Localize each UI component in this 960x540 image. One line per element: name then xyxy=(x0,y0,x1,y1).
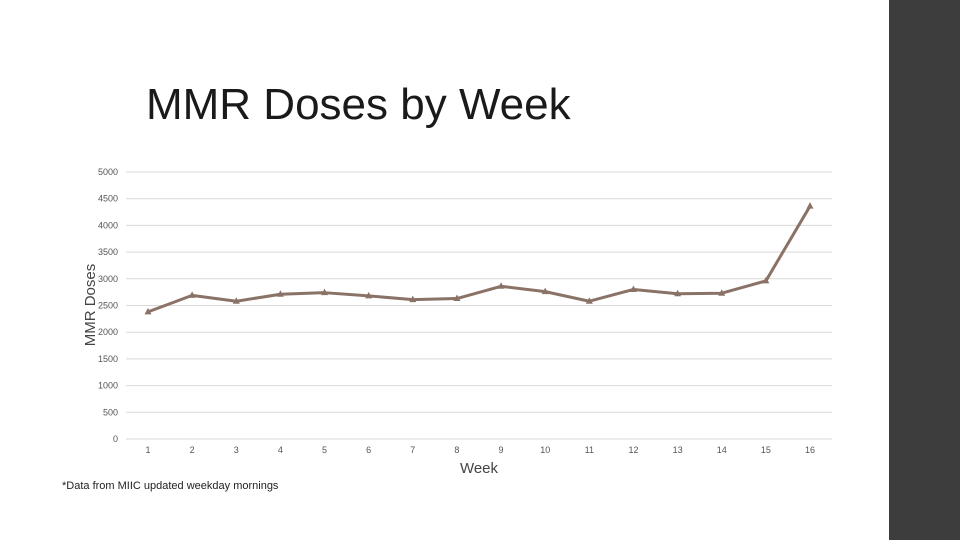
x-tick-label: 9 xyxy=(499,445,504,455)
x-tick-label: 3 xyxy=(234,445,239,455)
x-tick-label: 13 xyxy=(673,445,683,455)
data-point-marker xyxy=(232,297,240,304)
x-tick-label: 1 xyxy=(145,445,150,455)
y-axis-title: MMR Doses xyxy=(82,264,99,347)
y-tick-label: 3500 xyxy=(98,247,118,257)
y-tick-label: 1500 xyxy=(98,354,118,364)
data-point-marker xyxy=(321,288,329,296)
data-point-marker xyxy=(541,287,549,295)
data-point-marker xyxy=(629,285,637,292)
x-tick-label: 10 xyxy=(540,445,550,455)
slide-title: MMR Doses by Week xyxy=(146,80,571,129)
data-point-marker xyxy=(409,295,417,303)
x-tick-label: 14 xyxy=(717,445,727,455)
x-tick-label: 2 xyxy=(190,445,195,455)
y-tick-label: 4000 xyxy=(98,220,118,230)
x-tick-label: 5 xyxy=(322,445,327,455)
x-tick-label: 6 xyxy=(366,445,371,455)
data-point-marker xyxy=(718,289,726,296)
data-point-marker xyxy=(497,282,505,289)
data-point-marker xyxy=(453,294,461,302)
series-line xyxy=(147,205,812,314)
x-tick-label: 11 xyxy=(585,445,594,455)
data-point-marker xyxy=(806,202,814,209)
data-point-marker xyxy=(365,291,373,299)
x-tick-label: 4 xyxy=(278,445,283,455)
y-tick-label: 4500 xyxy=(98,194,118,204)
y-tick-label: 500 xyxy=(103,407,118,417)
x-tick-label: 12 xyxy=(628,445,638,455)
x-tick-label: 7 xyxy=(410,445,415,455)
y-tick-label: 2500 xyxy=(98,301,118,311)
y-tick-labels: 0 500 1000 1500 2000 2500 3000 3500 4000 4500 5000 xyxy=(98,167,118,444)
side-bar xyxy=(889,0,960,540)
y-tick-label: 1000 xyxy=(98,381,118,391)
y-tick-label: 2000 xyxy=(98,327,118,337)
data-point-marker xyxy=(276,290,284,297)
y-tick-label: 3000 xyxy=(98,274,118,284)
y-tick-label: 5000 xyxy=(98,167,118,177)
x-axis-title: Week xyxy=(460,460,499,477)
x-tick-label: 16 xyxy=(805,445,815,455)
data-point-marker xyxy=(762,276,770,284)
y-tick-label: 0 xyxy=(113,434,118,444)
x-tick-label: 8 xyxy=(454,445,459,455)
data-point-marker xyxy=(585,297,593,304)
data-point-marker xyxy=(674,289,682,297)
data-point-marker xyxy=(188,291,196,298)
gridlines xyxy=(126,171,832,440)
x-tick-labels: 1 2 3 4 5 6 7 8 9 10 11 12 13 14 15 16 xyxy=(145,445,815,455)
footnote: *Data from MIIC updated weekday mornings xyxy=(62,480,279,492)
data-markers xyxy=(144,202,814,315)
data-point-marker xyxy=(144,307,152,315)
x-tick-label: 15 xyxy=(761,445,771,455)
